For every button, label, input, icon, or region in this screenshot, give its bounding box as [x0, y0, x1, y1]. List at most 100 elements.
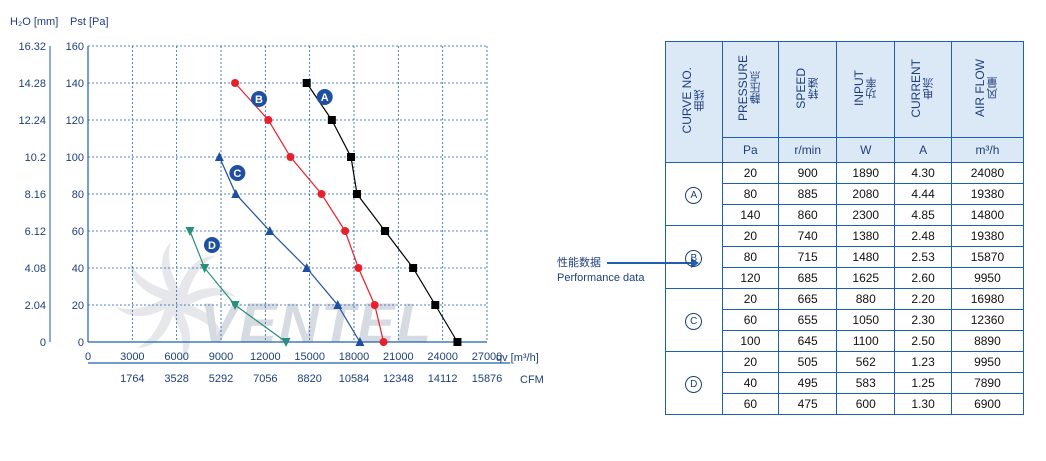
data-point-D: [200, 264, 210, 273]
table-cell: 9950: [950, 267, 1025, 289]
table-row: D 20 505 562 1.23 9950: [665, 351, 1025, 415]
header-text-en: AIR FLOW: [973, 58, 988, 117]
x-axis-secondary-label: CFM: [520, 374, 544, 386]
x-tick-label-m3h: 21000: [383, 351, 414, 363]
table-cell: 1.25: [894, 372, 952, 394]
y-tick-label-pa: 160: [66, 41, 84, 53]
table-row: 40 495 583 1.25 7890: [666, 372, 1025, 394]
y-tick-label-pa: 60: [72, 226, 84, 238]
series-line-C: [218, 156, 361, 343]
table-cell: 8890: [950, 330, 1025, 352]
y-tick-label-mmh2o: 0: [40, 337, 46, 349]
fan-blade: [176, 287, 236, 308]
data-point-C: [214, 152, 224, 161]
x-tick-label-m3h: 9000: [209, 351, 233, 363]
header-text: AIR FLOW 风量: [973, 58, 1000, 117]
table-cell: 2.60: [894, 267, 952, 289]
y-tick-label-mmh2o: 4.08: [25, 263, 46, 275]
y-tick-label-pa: 0: [78, 337, 84, 349]
table-cell: 505: [778, 351, 838, 373]
table-row: C 20 665 880 2.20 16980: [665, 288, 1025, 352]
curve-cell: C: [665, 288, 723, 352]
x-tick-label-m3h: 24000: [427, 351, 458, 363]
table-cell: 1625: [836, 267, 896, 289]
fan-blade: [170, 302, 191, 362]
table-cell: 562: [836, 351, 896, 373]
chart-series: A B C D: [185, 79, 462, 347]
x-axis-label: qv [m³/h]: [496, 352, 539, 364]
y-tick-label-mmh2o: 6.12: [25, 226, 46, 238]
data-point-A: [352, 190, 361, 198]
table-cell: 4.30: [894, 162, 952, 184]
x-tick-label-m3h: 3000: [120, 351, 144, 363]
data-point-C: [231, 189, 241, 198]
series-line-B: [234, 82, 385, 343]
curve-label-badge-D: [203, 237, 220, 253]
table-cell: 100: [721, 330, 780, 352]
x-tick-label-m3h: 12000: [250, 351, 281, 363]
table-cell: 740: [778, 225, 838, 247]
table-cell: 1380: [836, 225, 896, 247]
table-cell: 655: [778, 309, 838, 331]
table-cell: 140: [721, 204, 780, 226]
data-point-A: [327, 116, 336, 124]
data-point-D: [185, 227, 195, 236]
header-cell: AIR FLOW 风量: [950, 41, 1025, 138]
table-cell: 1100: [836, 330, 896, 352]
fan-blade: [137, 302, 176, 348]
y-axis-label-pa: Pst [Pa]: [70, 16, 109, 28]
table-row: A 20 900 1890 4.30 24080: [665, 162, 1025, 226]
header-text: CURRENT 电流: [909, 58, 936, 118]
curve-label-badge-A: [316, 89, 333, 105]
curve-label-B: B: [255, 94, 263, 106]
fan-blade: [116, 296, 176, 317]
x-tick-label-cfm: 15876: [472, 373, 503, 385]
y-tick-label-pa: 40: [72, 263, 84, 275]
data-point-A: [347, 153, 356, 161]
header-text-en: SPEED: [793, 67, 808, 109]
header-text-cn: 电流: [923, 77, 936, 99]
data-point-B: [379, 338, 388, 346]
table-cell: 16980: [950, 288, 1025, 310]
x-tick-label-cfm: 8820: [297, 373, 321, 385]
table-cell: 7890: [950, 372, 1025, 394]
unit-cell: m³/h: [950, 137, 1025, 163]
table-cell: 665: [778, 288, 838, 310]
data-point-C: [265, 226, 275, 235]
y-tick-label-mmh2o: 8.16: [25, 189, 46, 201]
header-text-en: CURRENT: [909, 58, 924, 118]
data-point-B: [264, 116, 273, 124]
x-tick-label-m3h: 15000: [294, 351, 325, 363]
x-tick-label-cfm: 14112: [428, 373, 458, 385]
table-cell: 15870: [950, 246, 1025, 268]
performance-table: CURVE NO. 曲线 PRESSURE 静压点 SPEED 转速 INPUT 功率 CURR…: [665, 41, 1025, 415]
table-cell: 2.30: [894, 309, 952, 331]
data-point-B: [341, 227, 350, 235]
y-tick-label-mmh2o: 12.24: [18, 115, 46, 127]
header-text-cn: 转速: [807, 77, 820, 99]
table-cell: 1890: [836, 162, 896, 184]
table-cell: 6900: [950, 393, 1025, 415]
data-point-C: [355, 337, 365, 346]
fan-blade: [176, 302, 222, 341]
table-cell: 20: [721, 162, 780, 184]
table-cell: 24080: [950, 162, 1025, 184]
performance-data-label-cn: 性能数据: [557, 257, 601, 269]
x-tick-label-m3h: 0: [85, 351, 91, 363]
x-tick-label-m3h: 18000: [339, 351, 370, 363]
table-cell: 1.23: [894, 351, 952, 373]
table-row: 60 475 600 1.30 6900: [666, 393, 1025, 415]
table-cell: 600: [836, 393, 896, 415]
table-cell: 2.48: [894, 225, 952, 247]
table-cell: 685: [778, 267, 838, 289]
table-cell: 4.44: [894, 183, 952, 205]
data-point-B: [317, 190, 326, 198]
curve-id: A: [685, 186, 703, 204]
header-cell: SPEED 转速: [778, 41, 838, 138]
data-point-A: [302, 79, 311, 87]
table-cell: 900: [778, 162, 838, 184]
table-cell: 60: [721, 393, 780, 415]
x-tick-label-cfm: 7056: [253, 373, 277, 385]
table-cell: 80: [721, 246, 780, 268]
